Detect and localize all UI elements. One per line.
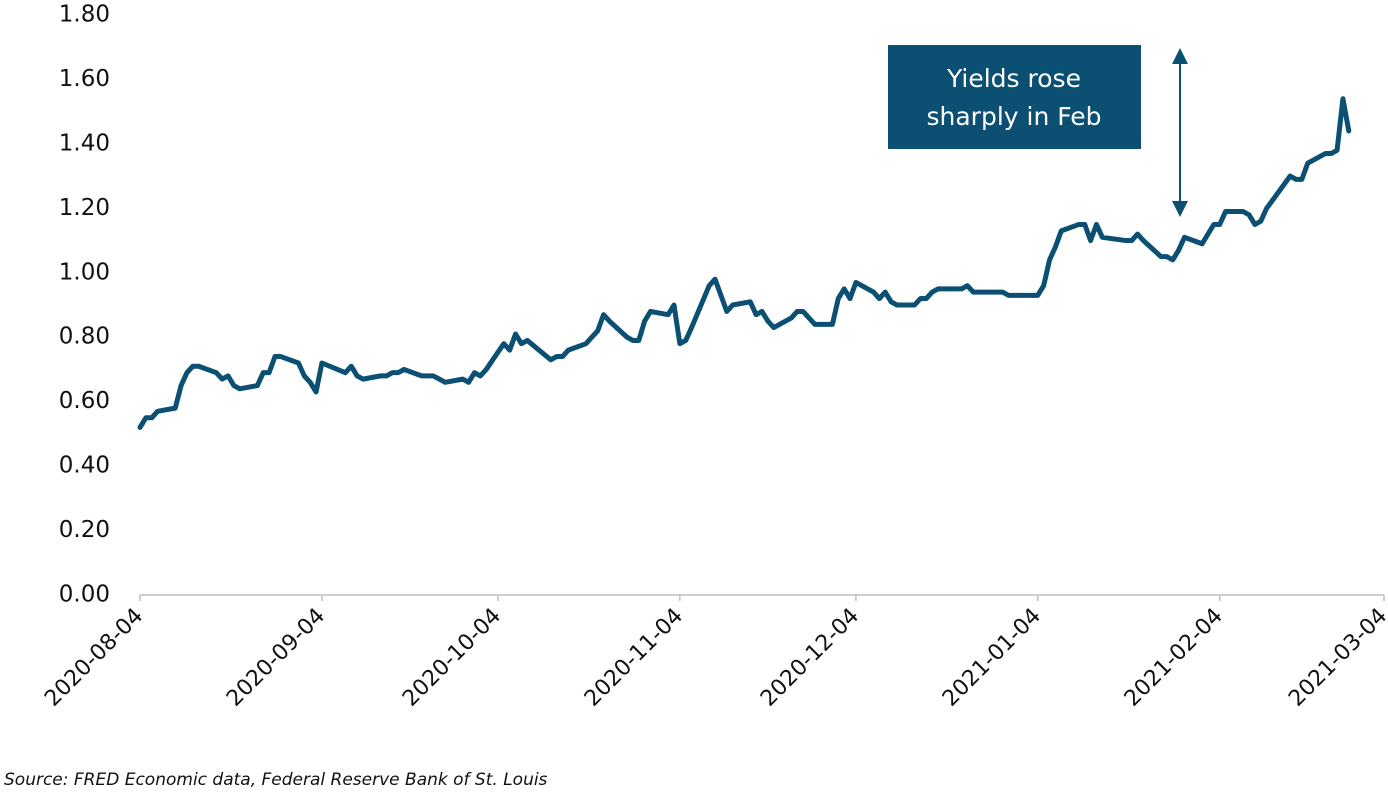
y-tick-label: 0.60	[59, 388, 110, 414]
y-tick-label: 0.20	[59, 517, 110, 543]
x-tick-label: 2020-09-04	[222, 604, 330, 712]
x-tick-label: 2020-08-04	[40, 604, 148, 712]
y-tick-label: 1.00	[59, 259, 110, 285]
arrow-head	[1172, 48, 1188, 64]
y-tick-label: 1.60	[59, 66, 110, 92]
x-tick-label: 2021-01-04	[938, 604, 1046, 712]
source-note: Source: FRED Economic data, Federal Rese…	[4, 770, 548, 790]
x-tick-label: 2020-12-04	[756, 604, 864, 712]
y-tick-label: 1.80	[59, 2, 110, 28]
annotation-text: sharply in Feb	[926, 102, 1101, 131]
annotation-box	[888, 45, 1141, 149]
y-tick-label: 1.40	[59, 130, 110, 156]
annotation-text: Yields rose	[946, 64, 1081, 93]
y-tick-label: 0.00	[59, 582, 110, 608]
y-tick-label: 0.40	[59, 453, 110, 479]
x-tick-label: 2021-02-04	[1120, 604, 1228, 712]
arrow-head	[1172, 201, 1188, 217]
x-tick-label: 2020-11-04	[580, 604, 688, 712]
y-tick-label: 1.20	[59, 195, 110, 221]
y-tick-label: 0.80	[59, 324, 110, 350]
x-tick-label: 2021-03-04	[1284, 604, 1388, 712]
x-tick-label: 2020-10-04	[398, 604, 506, 712]
yield-line	[137, 96, 1352, 430]
